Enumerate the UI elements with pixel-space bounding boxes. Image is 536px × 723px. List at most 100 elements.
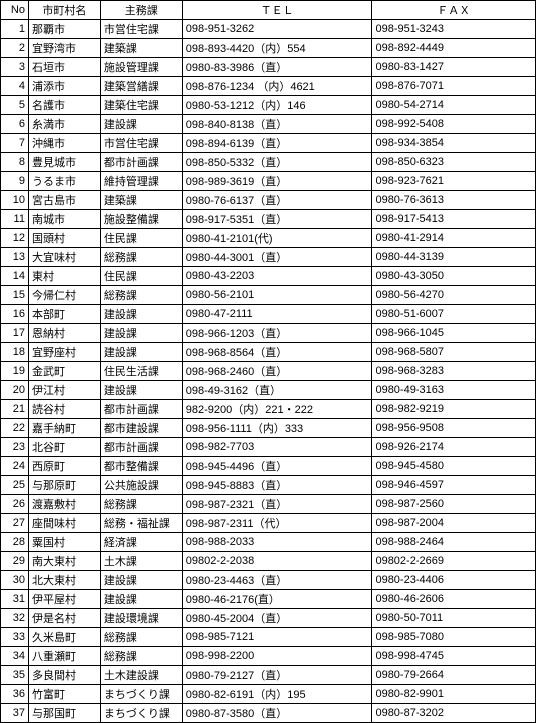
cell-dept: 市営住宅課 <box>100 134 182 153</box>
cell-no: 13 <box>1 248 29 267</box>
cell-no: 14 <box>1 267 29 286</box>
cell-no: 1 <box>1 20 29 39</box>
table-row: 9うるま市維持管理課098-989-3619（直）098-923-7621 <box>1 172 536 191</box>
cell-no: 37 <box>1 704 29 723</box>
cell-tel: 098-49-3162（直） <box>182 381 372 400</box>
cell-dept: 建設課 <box>100 343 182 362</box>
table-row: 29南大東村土木課09802-2-203809802-2-2669 <box>1 552 536 571</box>
cell-fax: 098-951-3243 <box>372 20 536 39</box>
cell-dept: 総務・福祉課 <box>100 514 182 533</box>
cell-tel: 09802-2-2038 <box>182 552 372 571</box>
table-row: 37与那国町まちづくり課0980-87-3580（直）0980-87-3202 <box>1 704 536 723</box>
cell-tel: 098-951-3262 <box>182 20 372 39</box>
cell-tel: 098-840-8138（直） <box>182 115 372 134</box>
cell-tel: 098-985-7121 <box>182 628 372 647</box>
cell-fax: 0980-50-7011 <box>372 609 536 628</box>
cell-tel: 0980-46-2176(直） <box>182 590 372 609</box>
cell-dept: 土木課 <box>100 552 182 571</box>
cell-city: 伊平屋村 <box>28 590 100 609</box>
cell-dept: まちづくり課 <box>100 704 182 723</box>
cell-fax: 098-998-4745 <box>372 647 536 666</box>
cell-city: 東村 <box>28 267 100 286</box>
cell-tel: 098-917-5351（直） <box>182 210 372 229</box>
cell-tel: 0980-76-6137（直） <box>182 191 372 210</box>
cell-no: 33 <box>1 628 29 647</box>
cell-city: 国頭村 <box>28 229 100 248</box>
cell-tel: 098-968-8564（直） <box>182 343 372 362</box>
cell-tel: 098-989-3619（直） <box>182 172 372 191</box>
table-row: 12国頭村住民課0980-41-2101(代)0980-41-2914 <box>1 229 536 248</box>
cell-city: 名護市 <box>28 96 100 115</box>
table-row: 34八重瀬町総務課098-998-2200098-998-4745 <box>1 647 536 666</box>
cell-no: 25 <box>1 476 29 495</box>
cell-no: 18 <box>1 343 29 362</box>
cell-no: 10 <box>1 191 29 210</box>
cell-fax: 0980-43-3050 <box>372 267 536 286</box>
cell-no: 4 <box>1 77 29 96</box>
cell-fax: 098-987-2004 <box>372 514 536 533</box>
cell-tel: 0980-56-2101 <box>182 286 372 305</box>
cell-no: 31 <box>1 590 29 609</box>
cell-dept: 建築営繕課 <box>100 77 182 96</box>
cell-tel: 0980-41-2101(代) <box>182 229 372 248</box>
cell-dept: 市営住宅課 <box>100 20 182 39</box>
cell-no: 3 <box>1 58 29 77</box>
header-city: 市町村名 <box>28 1 100 20</box>
cell-dept: 住民課 <box>100 267 182 286</box>
cell-fax: 098-926-2174 <box>372 438 536 457</box>
cell-fax: 098-987-2560 <box>372 495 536 514</box>
table-row: 11南城市施設整備課098-917-5351（直）098-917-5413 <box>1 210 536 229</box>
cell-fax: 0980-44-3139 <box>372 248 536 267</box>
cell-dept: 公共施設課 <box>100 476 182 495</box>
cell-dept: 総務課 <box>100 495 182 514</box>
cell-no: 17 <box>1 324 29 343</box>
cell-no: 9 <box>1 172 29 191</box>
cell-city: 糸満市 <box>28 115 100 134</box>
cell-tel: 098-850-5332（直） <box>182 153 372 172</box>
cell-tel: 098-966-1203（直） <box>182 324 372 343</box>
header-row: No 市町村名 主務課 ＴＥＬ ＦＡＸ <box>1 1 536 20</box>
cell-dept: 建設課 <box>100 381 182 400</box>
header-no: No <box>1 1 29 20</box>
table-row: 26渡嘉敷村総務課098-987-2321（直）098-987-2560 <box>1 495 536 514</box>
cell-dept: まちづくり課 <box>100 685 182 704</box>
cell-tel: 0980-43-2203 <box>182 267 372 286</box>
cell-tel: 098-987-2311（代） <box>182 514 372 533</box>
table-row: 28粟国村経済課098-988-2033098-988-2464 <box>1 533 536 552</box>
table-row: 3石垣市施設管理課0980-83-3986（直）0980-83-1427 <box>1 58 536 77</box>
cell-fax: 0980-49-3163 <box>372 381 536 400</box>
table-row: 16本部町建設課0980-47-21110980-51-6007 <box>1 305 536 324</box>
cell-tel: 0980-23-4463（直） <box>182 571 372 590</box>
cell-dept: 建築住宅課 <box>100 96 182 115</box>
cell-dept: 建設課 <box>100 324 182 343</box>
cell-dept: 建築課 <box>100 39 182 58</box>
cell-dept: 都市計画課 <box>100 400 182 419</box>
cell-city: 渡嘉敷村 <box>28 495 100 514</box>
cell-no: 16 <box>1 305 29 324</box>
table-row: 21読谷村都市計画課982-9200（内）221・222098-982-9219 <box>1 400 536 419</box>
cell-city: 伊江村 <box>28 381 100 400</box>
table-row: 5名護市建築住宅課0980-53-1212（内）1460980-54-2714 <box>1 96 536 115</box>
cell-dept: 施設整備課 <box>100 210 182 229</box>
cell-city: 大宜味村 <box>28 248 100 267</box>
table-row: 4浦添市建築営繕課098-876-1234 （内）4621098-876-707… <box>1 77 536 96</box>
cell-no: 30 <box>1 571 29 590</box>
cell-city: 与那原町 <box>28 476 100 495</box>
cell-city: 読谷村 <box>28 400 100 419</box>
cell-tel: 098-987-2321（直） <box>182 495 372 514</box>
cell-dept: 都市整備課 <box>100 457 182 476</box>
table-row: 20伊江村建設課098-49-3162（直）0980-49-3163 <box>1 381 536 400</box>
cell-no: 22 <box>1 419 29 438</box>
cell-city: 那覇市 <box>28 20 100 39</box>
cell-fax: 098-985-7080 <box>372 628 536 647</box>
cell-tel: 0980-82-6191（内）195 <box>182 685 372 704</box>
table-row: 13大宜味村総務課0980-44-3001（直）0980-44-3139 <box>1 248 536 267</box>
cell-city: 南城市 <box>28 210 100 229</box>
cell-fax: 098-917-5413 <box>372 210 536 229</box>
cell-fax: 0980-82-9901 <box>372 685 536 704</box>
cell-no: 12 <box>1 229 29 248</box>
cell-tel: 982-9200（内）221・222 <box>182 400 372 419</box>
cell-tel: 098-945-8883（直） <box>182 476 372 495</box>
cell-no: 11 <box>1 210 29 229</box>
table-row: 30北大東村建設課0980-23-4463（直）0980-23-4406 <box>1 571 536 590</box>
